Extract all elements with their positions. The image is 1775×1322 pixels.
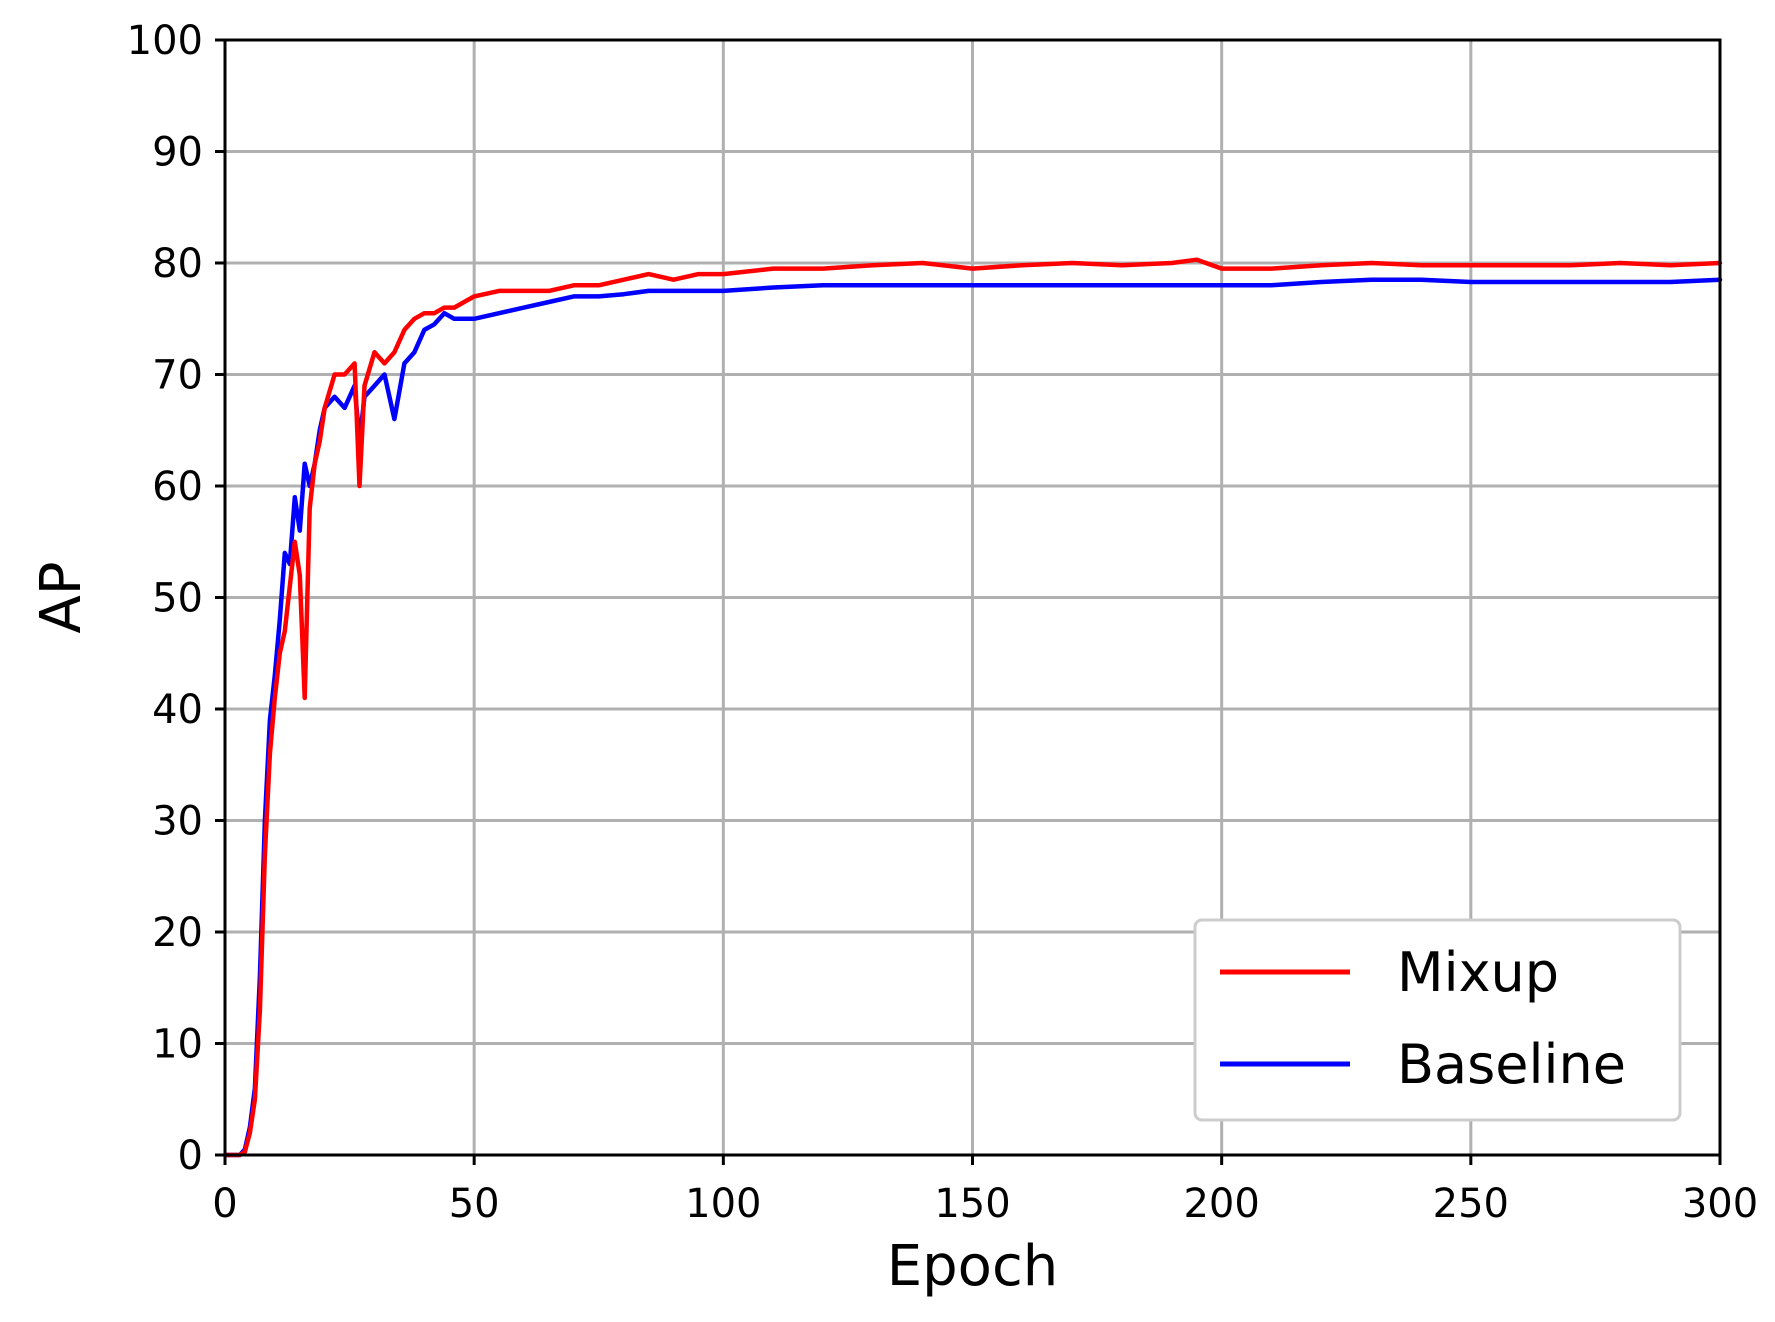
legend: Mixup Baseline xyxy=(1193,918,1682,1122)
legend-label-mixup: Mixup xyxy=(1397,941,1559,1004)
axis-ticks: 0 50 100 150 200 250 300 0 10 20 30 40 50 60 70 80 90 100 xyxy=(127,18,1759,1227)
x-tick-label: 50 xyxy=(449,1181,500,1227)
legend-label-baseline: Baseline xyxy=(1397,1033,1626,1096)
x-tick-label: 200 xyxy=(1183,1181,1259,1227)
series-line-mixup xyxy=(222,257,1723,1158)
y-tick-label: 80 xyxy=(152,241,203,287)
x-axis-title: Epoch xyxy=(887,1234,1058,1299)
y-tick-label: 90 xyxy=(152,130,203,176)
y-tick-label: 10 xyxy=(152,1022,203,1068)
y-tick-label: 20 xyxy=(152,910,203,956)
y-tick-label: 40 xyxy=(152,687,203,733)
x-tick-label: 300 xyxy=(1682,1181,1758,1227)
y-tick-label: 30 xyxy=(152,799,203,845)
y-tick-label: 70 xyxy=(152,353,203,399)
x-tick-label: 150 xyxy=(934,1181,1010,1227)
y-axis-title: AP xyxy=(29,561,94,633)
series-lines xyxy=(222,257,1723,1158)
y-tick-label: 0 xyxy=(178,1133,203,1179)
x-tick-label: 250 xyxy=(1433,1181,1509,1227)
x-tick-label: 0 xyxy=(212,1181,237,1227)
series-line-baseline xyxy=(222,277,1723,1158)
y-tick-label: 60 xyxy=(152,464,203,510)
y-tick-label: 100 xyxy=(127,18,203,64)
x-tick-label: 100 xyxy=(685,1181,761,1227)
y-tick-label: 50 xyxy=(152,576,203,622)
